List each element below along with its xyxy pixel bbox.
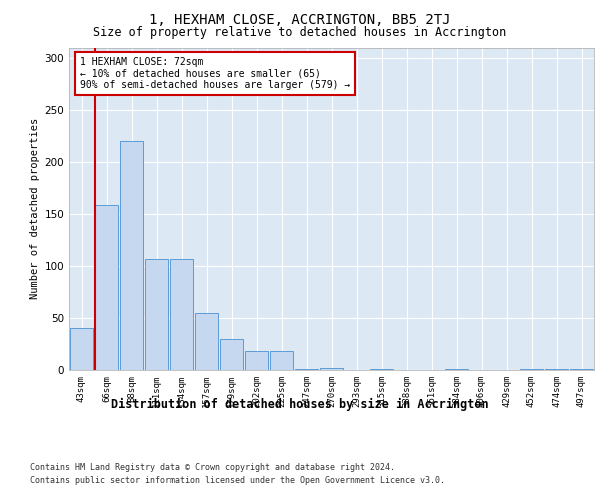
Bar: [95, 204, 118, 370]
Text: Contains public sector information licensed under the Open Government Licence v3: Contains public sector information licen…: [30, 476, 445, 485]
Y-axis label: Number of detached properties: Number of detached properties: [30, 118, 40, 300]
Text: 1 HEXHAM CLOSE: 72sqm
← 10% of detached houses are smaller (65)
90% of semi-deta: 1 HEXHAM CLOSE: 72sqm ← 10% of detached …: [79, 57, 350, 90]
Text: Size of property relative to detached houses in Accrington: Size of property relative to detached ho…: [94, 26, 506, 39]
Bar: [119, 141, 143, 370]
Bar: [220, 339, 244, 370]
Bar: [170, 258, 193, 370]
Bar: [545, 369, 568, 370]
Bar: [295, 369, 319, 370]
Bar: [70, 328, 94, 370]
Text: Contains HM Land Registry data © Crown copyright and database right 2024.: Contains HM Land Registry data © Crown c…: [30, 462, 395, 471]
Bar: [520, 369, 544, 370]
Bar: [245, 352, 268, 370]
Bar: [569, 369, 593, 370]
Text: Distribution of detached houses by size in Accrington: Distribution of detached houses by size …: [111, 398, 489, 410]
Text: 1, HEXHAM CLOSE, ACCRINGTON, BB5 2TJ: 1, HEXHAM CLOSE, ACCRINGTON, BB5 2TJ: [149, 12, 451, 26]
Bar: [445, 369, 469, 370]
Bar: [269, 352, 293, 370]
Bar: [320, 368, 343, 370]
Bar: [194, 313, 218, 370]
Bar: [370, 369, 394, 370]
Bar: [145, 258, 169, 370]
